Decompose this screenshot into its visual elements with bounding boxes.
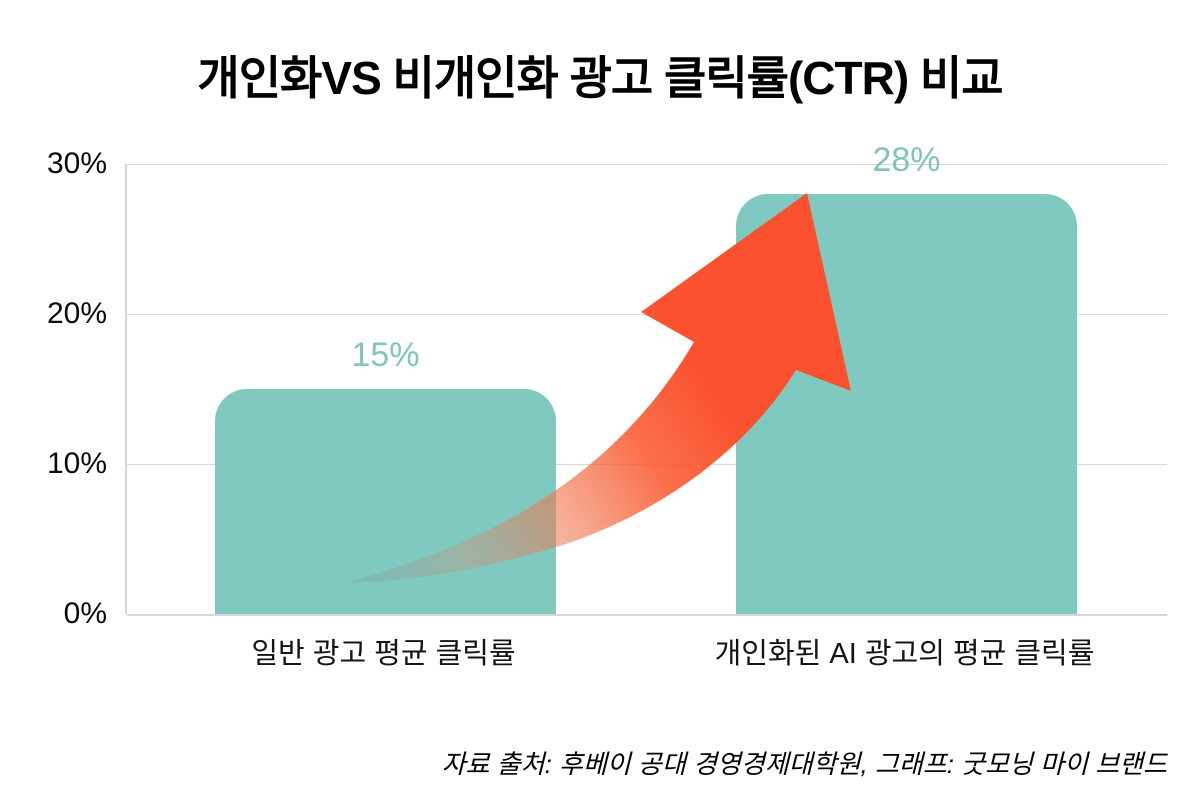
chart-title: 개인화VS 비개인화 광고 클릭률(CTR) 비교 [197,52,1003,104]
bar-value-label: 15% [351,336,420,374]
y-tick-label: 30% [46,147,107,180]
y-tick-label: 0% [63,597,107,630]
y-tick-label: 10% [46,447,107,480]
gridline-0% [127,614,1167,616]
bar-1 [215,389,556,614]
plot-area: 15% 28% [125,141,1167,616]
category-label: 일반 광고 평균 클릭률 [251,638,516,670]
category-label: 개인화된 AI 광고의 평균 클릭률 [714,638,1095,670]
bar-2 [736,194,1077,614]
source-caption: 자료 출처: 후베이 공대 경영경제대학원, 그래프: 굿모닝 마이 브랜드 [441,749,1167,779]
y-tick-label: 20% [46,297,107,330]
bar-value-label: 28% [872,141,941,179]
gridline-30% [127,164,1167,165]
